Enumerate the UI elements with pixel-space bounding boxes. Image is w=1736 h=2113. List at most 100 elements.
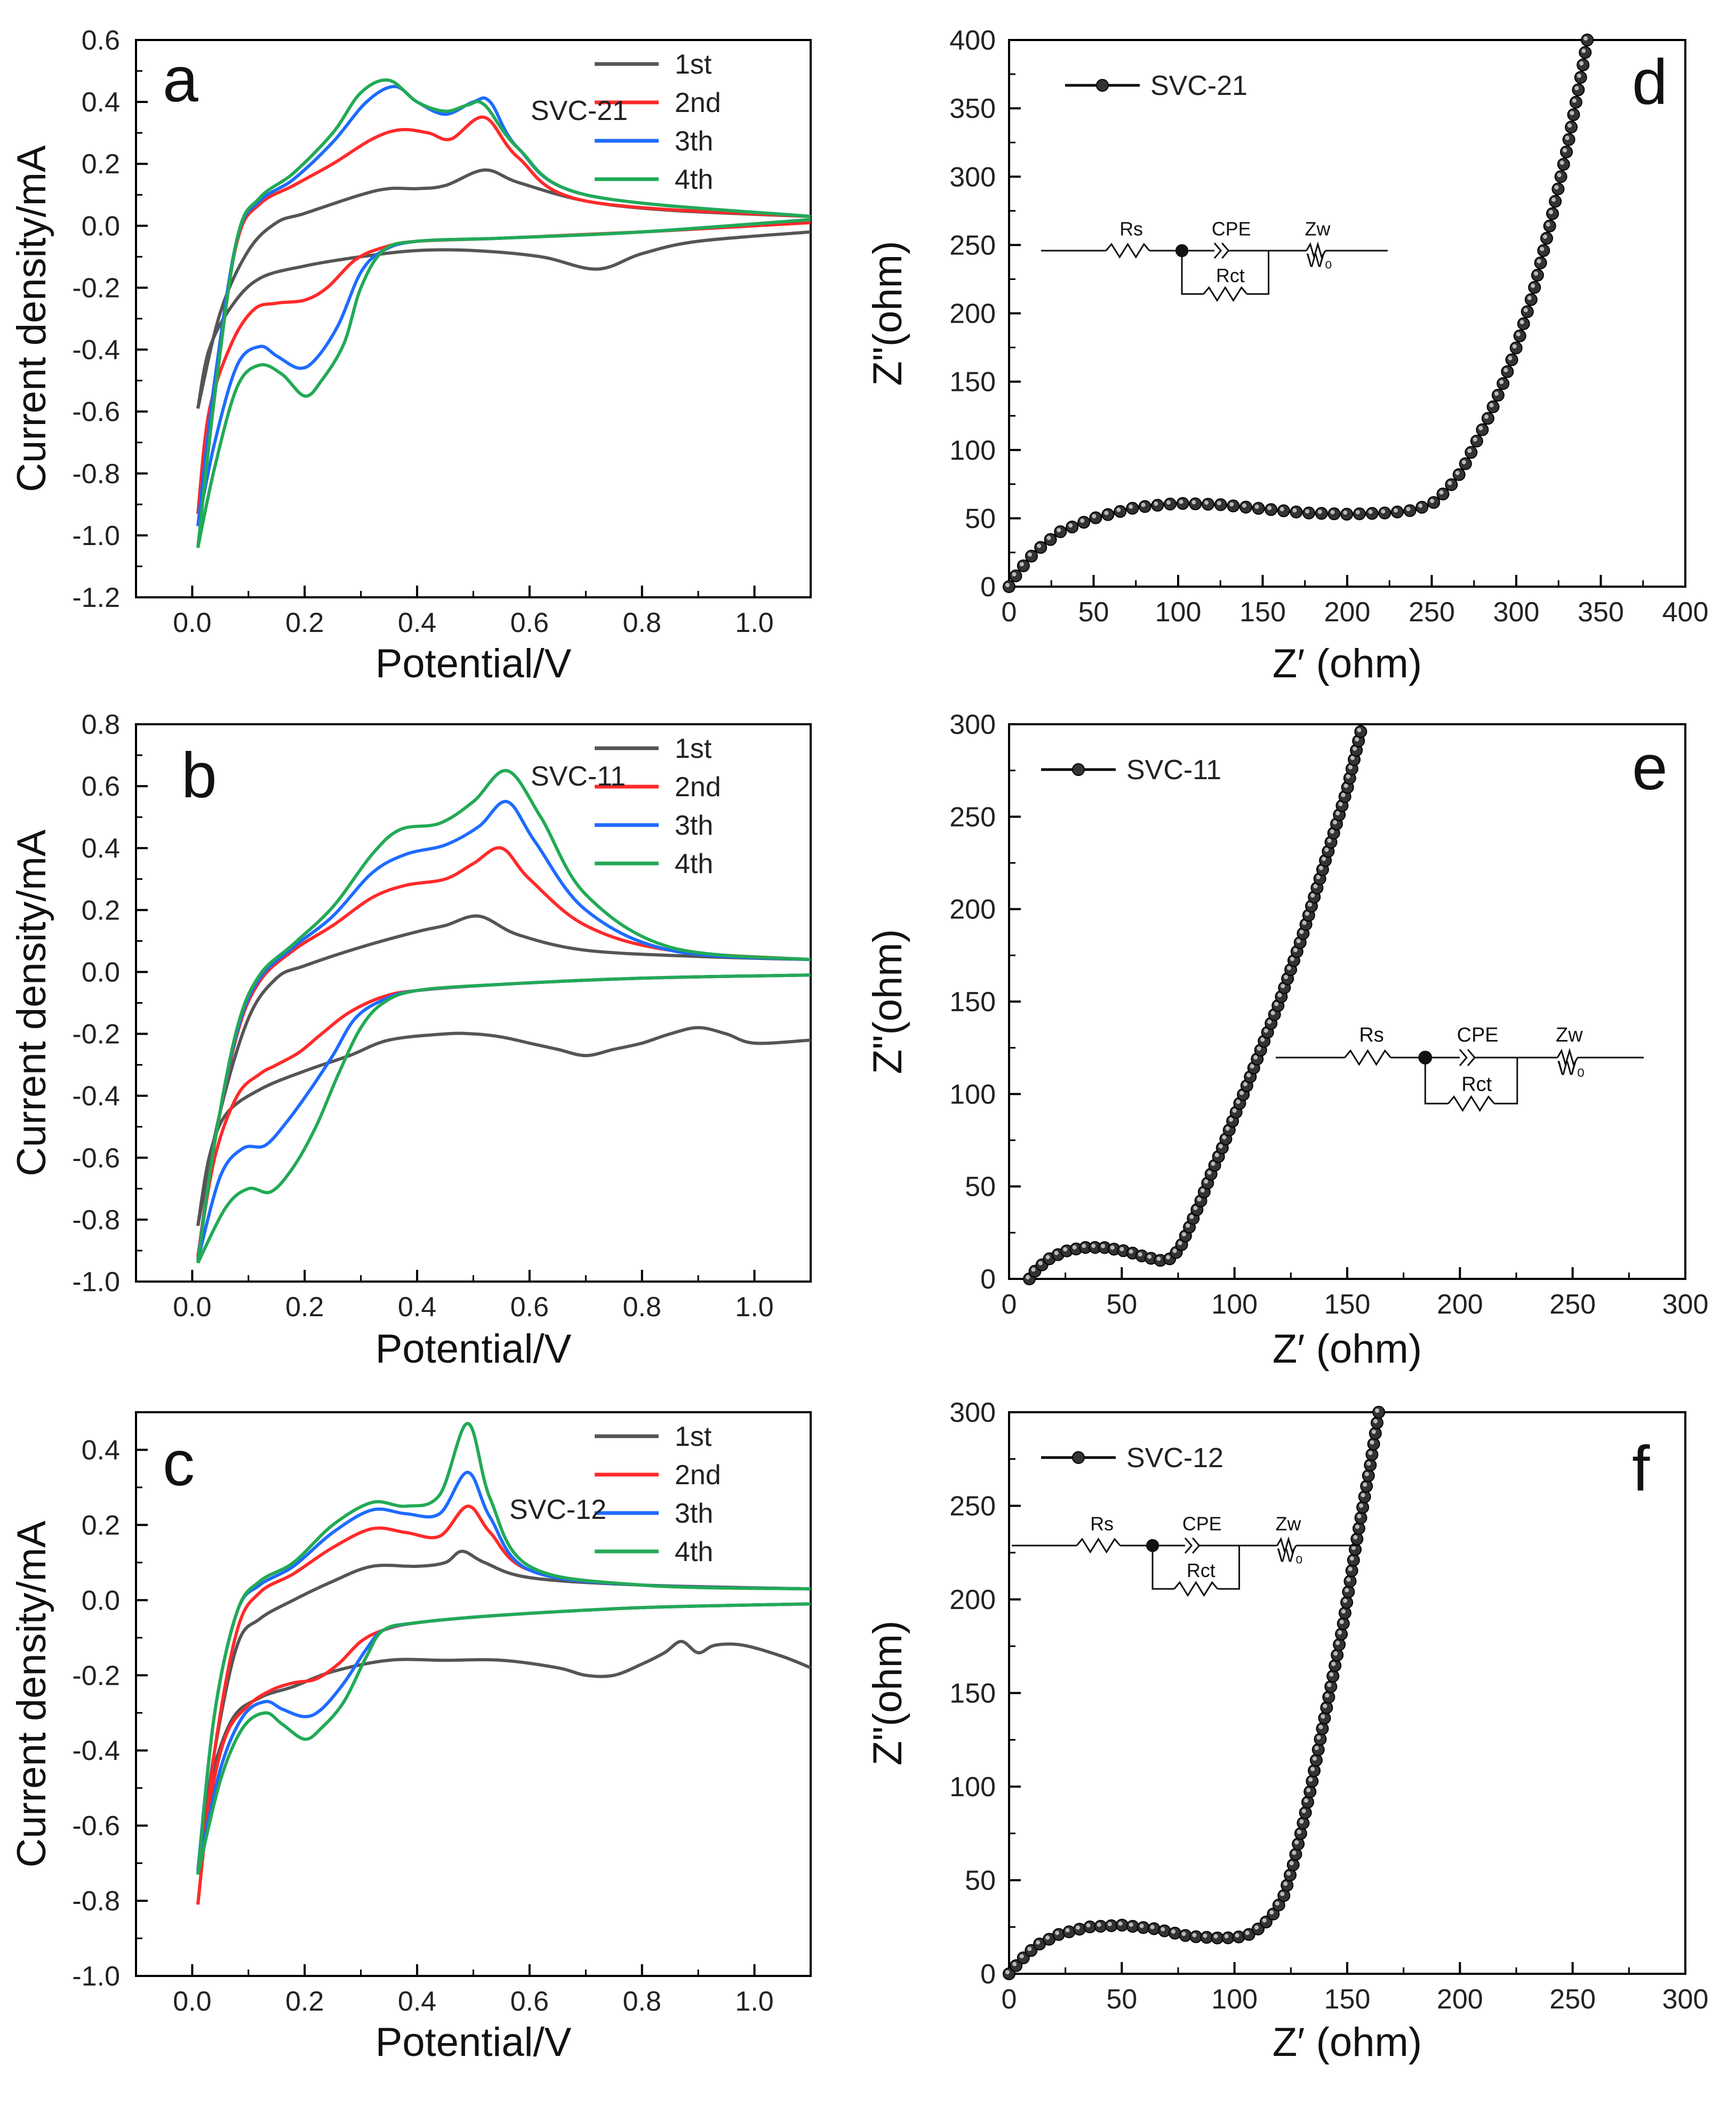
data-point-marker: [1309, 1754, 1323, 1767]
marker-highlight: [1330, 829, 1334, 834]
marker-highlight: [1292, 508, 1297, 513]
x-tick-label: 0.8: [623, 1986, 661, 2017]
data-point-marker: [1540, 231, 1554, 245]
marker-highlight: [1005, 583, 1010, 587]
y-tick-label: -0.8: [72, 459, 120, 490]
x-tick-label: 200: [1437, 1289, 1483, 1320]
data-point-marker: [1327, 507, 1341, 521]
data-point-marker: [1318, 1711, 1331, 1725]
marker-highlight: [1333, 1651, 1338, 1656]
marker-highlight: [1239, 1091, 1244, 1095]
marker-highlight: [1068, 523, 1073, 528]
legend-label: SVC-21: [1150, 70, 1247, 101]
data-point-marker: [1372, 1406, 1386, 1419]
marker-highlight: [1349, 1556, 1354, 1561]
marker-highlight: [1076, 1925, 1081, 1930]
marker-highlight: [1189, 1214, 1194, 1219]
data-point-marker: [1176, 497, 1189, 510]
y-tick-label: -1.2: [72, 582, 120, 613]
y-tick-label: -0.6: [72, 1811, 120, 1842]
marker-highlight: [1129, 1922, 1133, 1927]
y-tick-label: -0.8: [72, 1886, 120, 1917]
anodic-sweep-line: [196, 78, 811, 548]
marker-highlight: [1527, 295, 1532, 300]
data-point-marker: [1286, 1858, 1300, 1871]
marker-highlight: [1027, 1947, 1032, 1951]
resistor-rct-symbol: [1203, 286, 1248, 302]
marker-highlight: [1581, 49, 1586, 53]
marker-highlight: [1213, 1934, 1218, 1939]
marker-highlight: [1097, 1922, 1101, 1927]
marker-highlight: [1104, 510, 1109, 515]
marker-highlight: [1363, 1482, 1367, 1487]
data-point-marker: [1314, 1732, 1327, 1746]
marker-highlight: [1348, 1567, 1353, 1572]
legend-marker: [1072, 1451, 1085, 1464]
cathodic-sweep-line: [196, 230, 811, 409]
y-tick-label: 0.0: [82, 957, 120, 988]
marker-highlight: [1313, 884, 1318, 889]
marker-highlight: [1065, 1928, 1070, 1933]
series-3th: [196, 85, 811, 527]
y-tick-label: 0.2: [82, 149, 120, 180]
marker-highlight: [1570, 111, 1574, 116]
data-point-marker: [1562, 133, 1575, 146]
x-tick-label: 0.0: [173, 607, 211, 638]
marker-highlight: [1138, 1252, 1142, 1256]
data-point-marker: [1497, 377, 1510, 390]
x-tick-label: 0.4: [398, 1292, 436, 1323]
marker-highlight: [1207, 1170, 1212, 1175]
marker-highlight: [1299, 930, 1304, 934]
y-tick-label: 0.2: [82, 1510, 120, 1541]
y-axis-title: Z"(ohm): [865, 241, 910, 386]
panel-label: c: [163, 1428, 195, 1499]
data-point-marker: [1324, 1680, 1338, 1693]
data-point-marker: [1200, 1931, 1213, 1944]
data-point-marker: [1340, 1596, 1354, 1609]
panel-label: f: [1632, 1433, 1650, 1504]
marker-highlight: [1200, 1188, 1205, 1193]
marker-highlight: [1499, 380, 1504, 385]
marker-highlight: [1082, 1244, 1086, 1248]
marker-highlight: [1156, 1256, 1161, 1261]
cathodic-sweep-line: [196, 218, 811, 527]
marker-highlight: [1080, 518, 1085, 523]
marker-highlight: [1316, 1735, 1321, 1740]
data-point-marker: [1452, 468, 1466, 481]
legend-label: 3th: [675, 810, 713, 841]
data-point-marker: [1202, 498, 1215, 511]
y-tick-label: -1.0: [72, 521, 120, 551]
series-1st: [196, 914, 811, 1227]
marker-highlight: [1368, 509, 1373, 514]
marker-highlight: [1129, 505, 1133, 509]
panel-label: a: [163, 44, 198, 115]
data-point-marker: [1362, 1469, 1375, 1482]
marker-highlight: [1263, 1028, 1268, 1033]
marker-highlight: [1548, 210, 1553, 214]
circuit-wire: [1181, 251, 1204, 295]
marker-highlight: [1161, 1927, 1165, 1932]
panel-label: b: [181, 740, 217, 811]
marker-highlight: [1037, 543, 1042, 548]
x-tick-label: 1.0: [735, 1292, 773, 1323]
marker-highlight: [1494, 391, 1499, 396]
sample-label: SVC-21: [531, 95, 628, 126]
marker-highlight: [1305, 911, 1309, 916]
marker-highlight: [1368, 1451, 1373, 1455]
marker-highlight: [1357, 727, 1362, 732]
sample-label: SVC-11: [531, 761, 626, 792]
data-point-marker: [1534, 256, 1547, 269]
marker-highlight: [1139, 1924, 1144, 1928]
legend-label: 2nd: [675, 772, 721, 803]
data-point-marker: [1126, 502, 1139, 515]
data-point-marker: [1289, 1848, 1302, 1861]
x-tick-label: 0.2: [285, 607, 324, 638]
marker-highlight: [1540, 246, 1545, 251]
marker-highlight: [1235, 1933, 1239, 1938]
marker-highlight: [1343, 783, 1348, 788]
marker-highlight: [1567, 123, 1572, 128]
y-tick-label: -0.2: [72, 1660, 120, 1691]
x-axis-title: Z′ (ohm): [1273, 1326, 1422, 1372]
y-tick-label: 0.4: [82, 833, 120, 864]
